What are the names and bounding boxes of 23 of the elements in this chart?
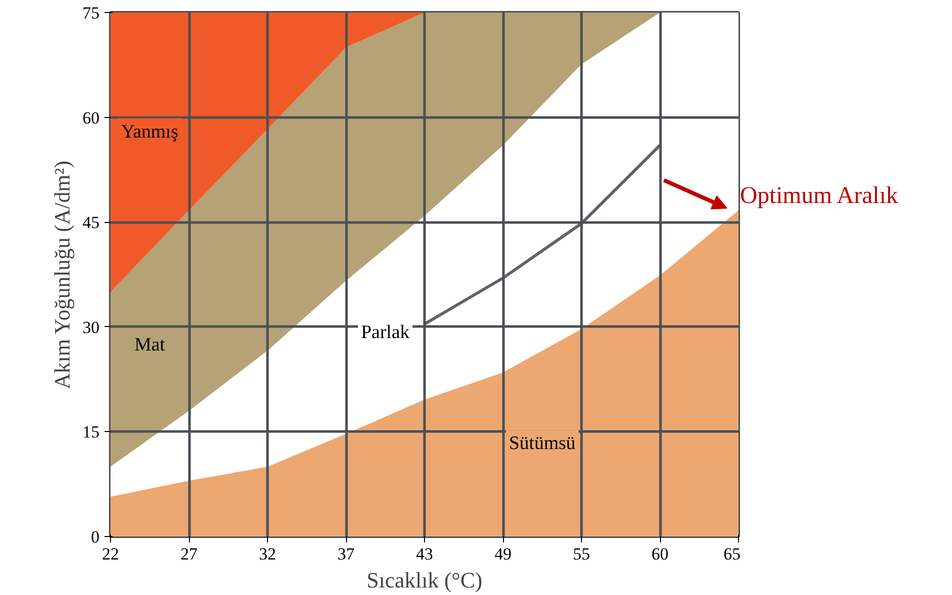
x-tick-label: 60 bbox=[652, 544, 668, 564]
text: Optimum Aralık bbox=[740, 182, 898, 211]
x-axis-title: Sıcaklık (°C) bbox=[366, 568, 482, 592]
x-tick-label: 32 bbox=[259, 544, 276, 564]
series-label: Mat bbox=[134, 334, 166, 356]
x-tick-label: 27 bbox=[180, 544, 198, 564]
x-tick-label: 43 bbox=[416, 544, 433, 564]
series-label: Parlak bbox=[360, 322, 410, 343]
x-tick-label: 37 bbox=[338, 544, 355, 564]
line-series bbox=[423, 144, 662, 326]
y-tick-label: 45 bbox=[82, 213, 100, 232]
series-label: Sütümsü bbox=[508, 433, 576, 454]
series-label: Yanmış bbox=[121, 121, 178, 142]
x-tick-label: 22 bbox=[102, 544, 119, 564]
y-tick-label: 60 bbox=[82, 108, 100, 128]
y-tick-label: 30 bbox=[82, 318, 100, 337]
x-tick-label: 65 bbox=[724, 544, 740, 564]
y-tick-label: 0 bbox=[91, 528, 100, 546]
y-tick-label: 75 bbox=[82, 4, 100, 22]
y-axis-title: Akım Yoğunluğu (A/dm²) bbox=[50, 160, 74, 390]
x-tick-label: 55 bbox=[573, 544, 590, 564]
x-tick-label: 49 bbox=[494, 544, 512, 564]
y-tick-label: 15 bbox=[82, 422, 100, 442]
